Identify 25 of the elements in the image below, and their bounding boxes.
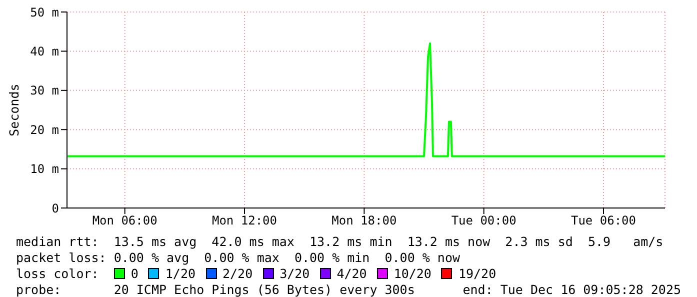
y-tick-label: 10 m xyxy=(30,162,59,176)
legend-label: 1/20 xyxy=(164,266,196,281)
legend-title: loss color: xyxy=(16,266,100,281)
x-tick-label: Mon 12:00 xyxy=(212,214,278,228)
legend-label: 2/20 xyxy=(222,266,253,281)
legend-label: 10/20 xyxy=(392,266,432,281)
legend-label: 0 xyxy=(130,266,138,281)
y-tick-label: 50 m xyxy=(30,5,59,20)
y-axis-title: Seconds xyxy=(6,84,22,136)
y-tick-label: 30 m xyxy=(30,84,59,98)
x-tick-label: Tue 06:00 xyxy=(570,214,636,228)
legend-label: 4/20 xyxy=(336,266,367,281)
text: probe: 20 ICMP Echo Pings (56 Bytes) every 300s xyxy=(16,282,415,297)
y-tick-label: 0 xyxy=(52,201,59,216)
x-tick-label: Tue 00:00 xyxy=(451,214,516,228)
legend-label: 3/20 xyxy=(278,266,310,281)
legend-label: 19/20 xyxy=(457,266,496,281)
text: median rtt: 13.5 ms avg 42.0 ms max 13.2 ms min 13.2 ms now 2.3 ms sd 5.9 am/s xyxy=(16,234,664,250)
x-tick-label: Mon 06:00 xyxy=(92,214,158,228)
line-series xyxy=(67,42,665,158)
y-tick-label: 40 m xyxy=(30,44,59,58)
text: packet loss: 0.00 % avg 0.00 % max 0.00 % min 0.00 % now xyxy=(16,250,462,266)
text: end: Tue Dec 16 09:05:28 2025 xyxy=(462,282,681,297)
y-tick-label: 20 m xyxy=(30,122,59,137)
x-tick-label: Mon 18:00 xyxy=(332,214,397,228)
